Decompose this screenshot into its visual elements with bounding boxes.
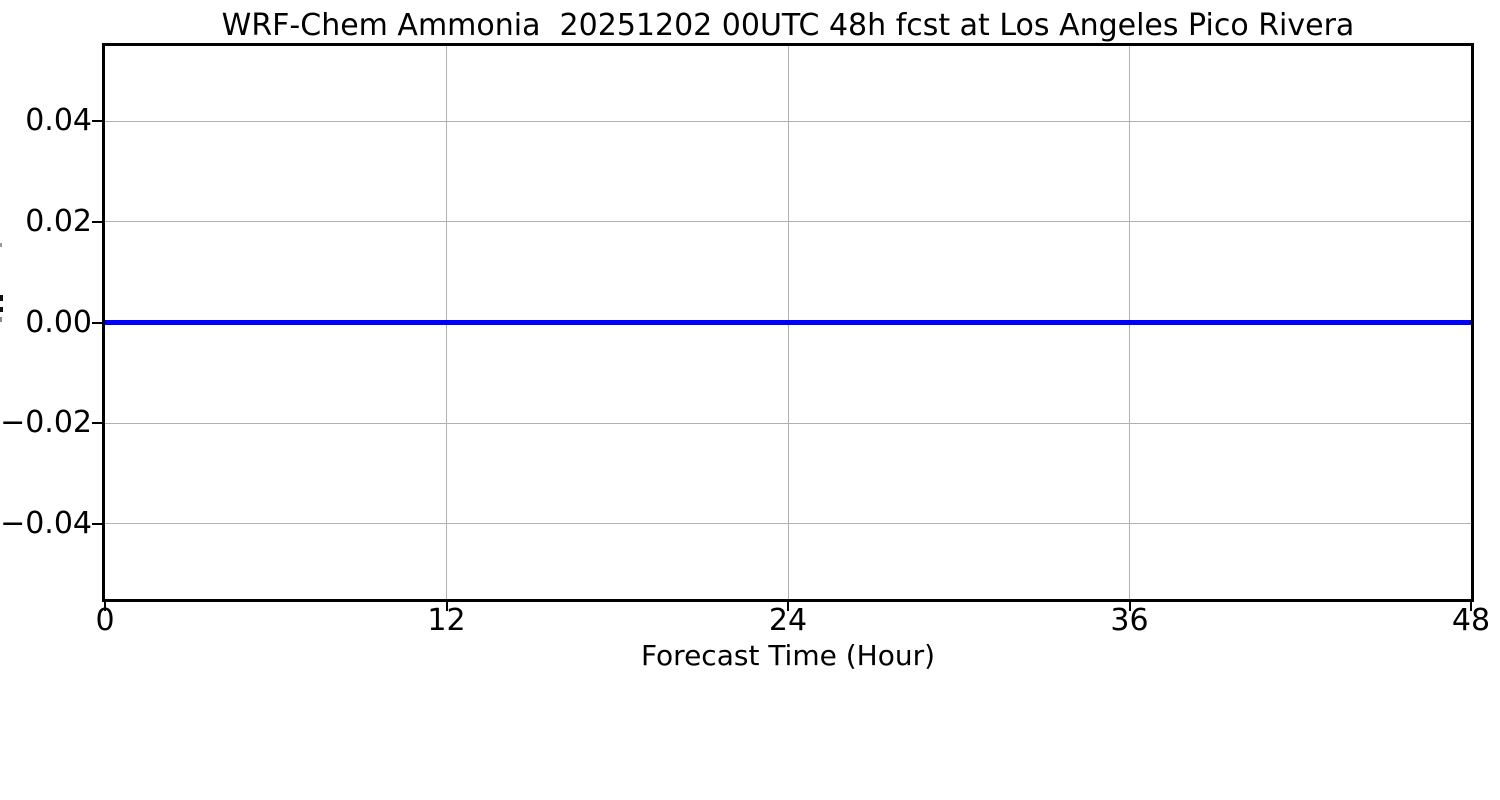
y-tick-label: 0.00 <box>25 304 92 340</box>
x-tick-mark <box>787 602 789 611</box>
x-tick-mark <box>1128 602 1131 611</box>
gridline-horizontal <box>105 120 1471 122</box>
y-tick-mark <box>92 422 102 425</box>
gridline-horizontal <box>105 221 1471 223</box>
y-tick-mark <box>92 522 102 525</box>
x-tick-label: 12 <box>427 603 466 638</box>
y-tick-label: −0.02 <box>0 405 92 441</box>
x-tick-mark <box>104 602 106 611</box>
y-tick-mark <box>92 321 102 324</box>
x-tick-label: 0 <box>95 603 115 638</box>
data-series-line <box>105 320 1471 325</box>
x-tick-mark <box>1470 602 1472 611</box>
y-axis-label-fragment <box>0 307 3 312</box>
plot-area: 0 12 24 36 48 0.04 0.02 0.00 −0.02 −0.04 <box>0 43 1490 636</box>
y-axis-label-fragment <box>0 317 2 322</box>
y-tick-label: 0.02 <box>25 203 92 239</box>
x-axis-label: Forecast Time (Hour) <box>640 639 936 672</box>
y-axis-label-fragment <box>0 295 3 301</box>
x-tick-label: 48 <box>1451 603 1491 638</box>
x-tick-label: 36 <box>1110 603 1149 638</box>
y-tick-label: −0.04 <box>0 505 92 541</box>
y-tick-mark <box>92 120 102 123</box>
y-tick-mark <box>92 220 102 223</box>
chart-title: WRF-Chem Ammonia 20251202 00UTC 48h fcst… <box>221 8 1355 43</box>
gridline-horizontal <box>105 422 1471 424</box>
y-axis-label-fragment <box>0 243 2 247</box>
gridline-horizontal <box>105 523 1471 525</box>
x-tick-label: 24 <box>768 603 808 638</box>
x-tick-mark <box>445 602 448 611</box>
y-tick-label: 0.04 <box>25 103 92 139</box>
